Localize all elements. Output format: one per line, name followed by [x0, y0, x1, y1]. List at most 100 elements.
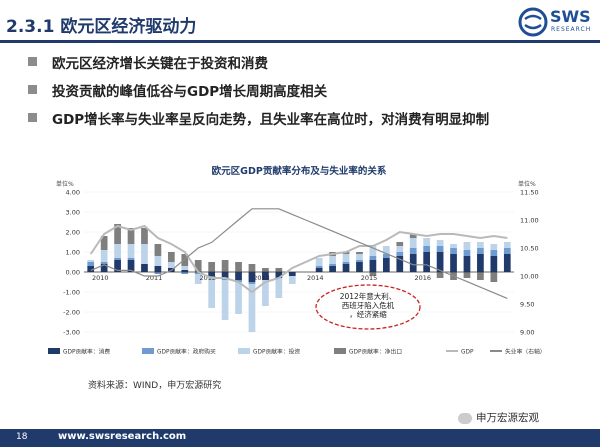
legend-swatch [238, 348, 250, 354]
bar-segment [181, 272, 189, 274]
bar-segment [167, 252, 175, 262]
chart-title: 欧元区GDP贡献率分布及与失业率的关系 [212, 165, 387, 177]
y-tick-label: -3.00 [63, 329, 80, 337]
bar-segment [490, 244, 498, 250]
bar-segment [423, 252, 431, 272]
bar-segment [382, 254, 390, 258]
x-year-label: 2014 [307, 274, 324, 282]
bar-segment [154, 244, 162, 256]
annotation-ellipse [315, 284, 421, 330]
bar-segment [114, 244, 121, 258]
bar-segment [436, 272, 444, 278]
bar-segment [477, 254, 484, 272]
bar-segment [356, 262, 363, 272]
x-year-label: 2011 [146, 274, 163, 282]
logo-mark-icon [518, 7, 548, 37]
bar-segment [463, 250, 471, 256]
bar-segment [248, 264, 256, 272]
bar-segment [409, 238, 417, 248]
y2-tick-label: 10.00 [520, 273, 539, 281]
bar-segment [248, 284, 256, 332]
bar-segment [503, 254, 511, 272]
bar-segment [490, 256, 498, 272]
bar-segment [141, 244, 148, 264]
bar-segment [167, 262, 175, 268]
bar-segment [127, 244, 135, 258]
logo-text: SWS [550, 7, 591, 26]
sws-logo: SWS RESEARCH [518, 7, 592, 37]
bar-segment [275, 278, 283, 298]
logo-subtext: RESEARCH [551, 26, 592, 33]
bar-segment [114, 260, 121, 272]
wechat-icon [458, 412, 472, 424]
bar-segment [248, 272, 256, 282]
bar-segment [100, 264, 108, 272]
y-tick-label: 0.00 [66, 269, 80, 277]
y-tick-label: 4.00 [66, 189, 80, 197]
legend-label: GDP贡献率：投资 [253, 348, 300, 356]
legend-label: GDP [461, 350, 474, 356]
bar-segment [315, 266, 323, 268]
bar-segment [262, 268, 269, 272]
bullet-item: 投资贡献的峰值低谷与GDP增长周期高度相关 [28, 80, 588, 108]
bullet-square-icon [28, 57, 37, 66]
bar-segment [141, 228, 148, 244]
y2-tick-label: 11.00 [520, 217, 539, 225]
x-year-label: 2015 [361, 274, 378, 282]
bar-segment [208, 278, 216, 308]
annotation-text: ，经济紧缩 [349, 309, 387, 319]
bar-segment [503, 242, 511, 248]
bar-segment [141, 264, 148, 272]
bar-segment [262, 272, 269, 280]
bar-segment [315, 258, 323, 266]
legend-swatch [48, 348, 60, 354]
legend-label: GDP贡献率：消费 [63, 348, 110, 356]
x-year-label: 2013 [253, 274, 270, 282]
y2-tick-label: 11.50 [520, 189, 539, 197]
bar-segment [262, 280, 269, 306]
x-year-label: 2016 [415, 274, 432, 282]
bar-segment [409, 234, 417, 238]
bar-segment [356, 252, 363, 254]
gdp-contribution-chart: 欧元区GDP贡献率分布及与失业率的关系 单位% 单位% 4.00 3.00 2.00 1.0… [28, 162, 573, 367]
bar-segment [100, 262, 108, 264]
bullet-square-icon [28, 113, 37, 122]
y-tick-label: 2.00 [66, 229, 80, 237]
bar-segment [490, 250, 498, 256]
bar-segment [221, 272, 229, 278]
y-tick-label: -1.00 [63, 289, 80, 297]
y-tick-label: 3.00 [66, 209, 80, 217]
bar-segment [356, 254, 363, 260]
legend-label: GDP贡献率：政府购买 [157, 348, 216, 356]
wechat-watermark: 申万宏源宏观 [458, 410, 539, 425]
bar-segment [208, 272, 216, 276]
bar-segment [329, 256, 336, 264]
bar-segment [288, 272, 296, 276]
bullet-item: 欧元区经济增长关键在于投资和消费 [28, 52, 588, 80]
footer-url[interactable]: www.swsresearch.com [58, 431, 187, 442]
wechat-label: 申万宏源宏观 [476, 412, 539, 424]
legend-label: GDP贡献率：净出口 [349, 348, 402, 356]
bar-segment [342, 264, 350, 272]
bar-segment [87, 262, 95, 266]
bar-segment [288, 276, 296, 284]
title-rule [0, 40, 600, 43]
bar-segment [503, 248, 511, 254]
annotation-text: 2012年意大利、 [340, 291, 397, 301]
bar-segment [450, 254, 457, 272]
bar-segment [436, 246, 444, 252]
unemployment-line [90, 208, 508, 299]
bar-segment [127, 258, 135, 260]
bar-segment [114, 224, 121, 244]
page-number: 18 [16, 432, 28, 442]
bar-segment [369, 272, 377, 276]
bar-segment [127, 228, 135, 244]
bar-segment [154, 256, 162, 266]
y2-tick-label: 9.00 [520, 329, 534, 337]
bar-segment [235, 262, 242, 272]
slide-title: 2.3.1 欧元区经济驱动力 [6, 17, 197, 37]
bullet-item: GDP增长率与失业率呈反向走势，且失业率在高位时，对消费有明显抑制 [28, 108, 588, 136]
x-year-label: 2010 [92, 274, 109, 282]
bar-segment [463, 242, 471, 250]
bar-segment [329, 264, 336, 266]
